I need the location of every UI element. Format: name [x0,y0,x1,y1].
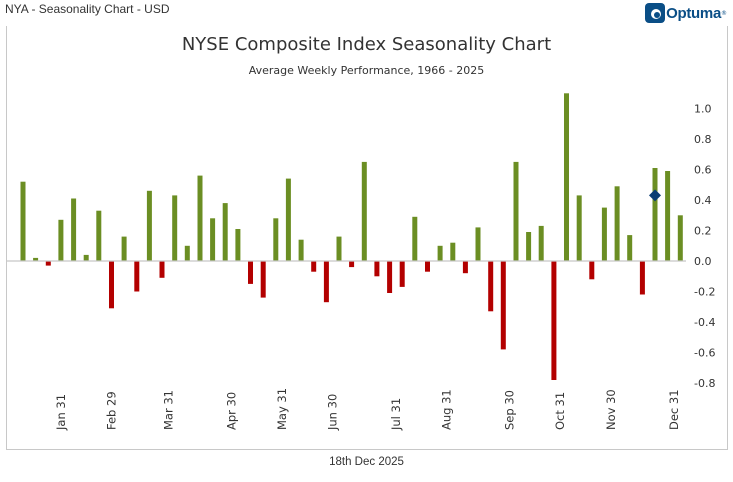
x-tick-label: Aug 31 [439,389,453,430]
bar-week-47 [601,207,607,261]
bar-week-50 [639,261,645,295]
bar-week-14 [184,245,190,262]
marker-layer [649,189,661,202]
bar-week-45 [576,195,582,261]
bar-week-27 [349,261,355,268]
bar-week-49 [627,235,633,261]
footer-date: 18th Dec 2025 [329,456,404,468]
bar-week-51 [652,168,658,261]
bar-week-25 [323,261,329,303]
bar-week-28 [361,161,367,261]
optuma-logo: Optuma ® [645,3,727,23]
bar-week-24 [311,261,317,272]
bar-week-52 [665,171,671,261]
x-tick-label: Jan 31 [54,394,68,431]
bar-week-29 [374,261,380,277]
x-tick-label: Mar 31 [161,390,175,430]
x-tick-label: Sep 30 [503,390,517,430]
bar-week-34 [437,245,443,262]
bar-week-16 [210,218,216,261]
bar-week-38 [488,261,494,312]
y-tick-label: -0.2 [694,286,715,299]
y-axis: 1.0 0.8 0.6 0.4 0.2 0.0 -0.2 -0.4 -0.6 -0.8 [694,103,715,391]
bar-week-12 [159,261,165,278]
bar-week-40 [513,161,519,261]
optuma-logo-icon [645,3,666,23]
bar-week-26 [336,236,342,261]
y-tick-label: 0.8 [694,133,712,146]
bar-week-42 [538,225,544,261]
bar-week-1 [20,181,26,261]
x-axis: Jan 31 Feb 29 Mar 31 Apr 30 May 31 Jun 30 Jul … [54,388,681,431]
current-week-diamond-marker [649,189,661,202]
optuma-logo-text: Optuma [666,4,721,22]
bar-week-21 [273,218,279,261]
bar-week-37 [475,227,481,261]
registered-mark: ® [721,9,727,17]
y-tick-label: -0.6 [694,347,715,360]
bar-week-8 [109,261,114,309]
bar-week-3 [45,261,51,266]
y-tick-label: 0.4 [694,194,712,207]
y-tick-label: 0.0 [694,255,712,268]
x-tick-label: Nov 30 [604,389,618,430]
x-tick-label: Feb 29 [105,391,119,430]
bar-week-30 [387,261,393,293]
y-tick-label: 1.0 [694,103,712,116]
y-tick-label: 0.2 [694,225,712,238]
bar-week-6 [83,254,89,261]
bar-week-10 [134,261,140,292]
bar-week-4 [58,219,64,261]
bar-week-41 [526,232,532,261]
bar-week-31 [399,261,405,287]
bar-week-53 [677,215,683,262]
bar-week-33 [425,261,430,272]
bar-week-43 [551,261,557,380]
bar-week-23 [298,239,304,262]
bar-week-20 [260,261,266,298]
bar-week-46 [589,261,595,280]
chart-frame [6,26,728,450]
bar-week-2 [33,257,39,261]
x-tick-label: May 31 [275,388,289,430]
bar-series [20,93,683,380]
y-tick-label: 0.6 [694,164,712,177]
chart-subtitle: Average Weekly Performance, 1966 - 2025 [248,64,485,77]
bar-week-13 [172,195,178,261]
x-tick-label: Jul 31 [389,398,403,431]
y-tick-label: -0.4 [694,316,715,329]
y-tick-label: -0.8 [694,377,715,390]
bar-week-11 [146,190,152,261]
chart-window-title: NYA - Seasonality Chart - USD [5,2,170,16]
bar-week-15 [197,175,203,261]
x-tick-label: Oct 31 [553,392,567,430]
bar-week-17 [222,203,228,262]
x-tick-label: Dec 31 [667,389,681,430]
x-tick-label: Jun 30 [326,394,340,431]
bar-week-22 [285,178,291,261]
bar-week-32 [412,216,418,261]
bar-week-35 [450,242,456,261]
bar-week-19 [248,261,253,284]
bar-week-9 [121,236,127,261]
bar-week-5 [71,198,77,261]
bar-week-18 [235,229,241,261]
bar-week-44 [564,93,569,262]
bar-week-48 [614,186,620,261]
chart-title: NYSE Composite Index Seasonality Chart [181,34,552,55]
bar-week-36 [462,261,468,274]
x-tick-label: Apr 30 [225,392,239,430]
bar-week-39 [500,261,506,350]
bar-week-7 [96,210,102,261]
